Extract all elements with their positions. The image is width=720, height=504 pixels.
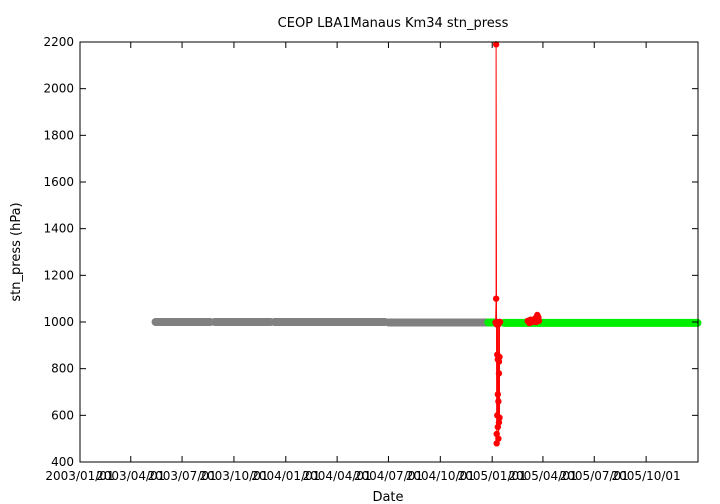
x-tick-label: 2004/10/01 [406, 469, 475, 483]
y-axis: 400 600 800 1000 1200 1400 1600 1800 2000 2200 [43, 35, 698, 469]
x-axis-label: Date [372, 490, 403, 504]
y-tick-label: 1800 [43, 128, 74, 142]
y-tick-label: 1600 [43, 175, 74, 189]
y-tick-label: 1000 [43, 315, 74, 329]
series-3-point [535, 317, 543, 325]
plot-frame [79, 41, 699, 463]
x-tick-label: 2003/07/01 [147, 469, 216, 483]
x-tick-label: 2003/04/01 [96, 469, 165, 483]
series-2-point [496, 318, 504, 326]
y-tick-label: 1400 [43, 222, 74, 236]
series-2-point [492, 295, 500, 302]
y-tick-label: 800 [51, 362, 74, 376]
series-2-point [495, 398, 502, 405]
x-tick-label: 2003/01/01 [45, 469, 114, 483]
x-tick-label: 2004/07/01 [354, 469, 423, 483]
x-tick-label: 2004/04/01 [303, 469, 372, 483]
x-tick-label: 2005/07/01 [560, 469, 629, 483]
series-2-point [492, 41, 500, 48]
plot-data [151, 41, 702, 447]
y-tick-label: 2200 [43, 35, 74, 49]
x-tick-label: 2004/01/01 [251, 469, 320, 483]
chart-title: CEOP LBA1Manaus Km34 stn_press [278, 16, 509, 31]
x-tick-label: 2003/10/01 [199, 469, 268, 483]
series-2-point [495, 358, 503, 365]
y-tick-label: 600 [51, 408, 74, 422]
series-2-point [495, 370, 503, 377]
series-2-point [496, 353, 503, 361]
x-axis: 2003/01/012003/04/012003/07/012003/10/01… [45, 42, 681, 483]
series-2-line [495, 44, 501, 444]
series-2-point [494, 391, 502, 398]
y-tick-label: 2000 [43, 82, 74, 96]
y-tick-label: 400 [51, 455, 74, 469]
y-axis-label: stn_press (hPa) [9, 202, 24, 301]
series-2-point [495, 435, 502, 442]
x-tick-label: 2005/10/01 [612, 469, 681, 483]
series-2-point [496, 414, 503, 421]
y-tick-label: 1200 [43, 268, 74, 282]
x-tick-label: 2005/01/01 [458, 469, 527, 483]
x-tick-label: 2005/04/01 [508, 469, 577, 483]
series-2-point [495, 419, 503, 426]
